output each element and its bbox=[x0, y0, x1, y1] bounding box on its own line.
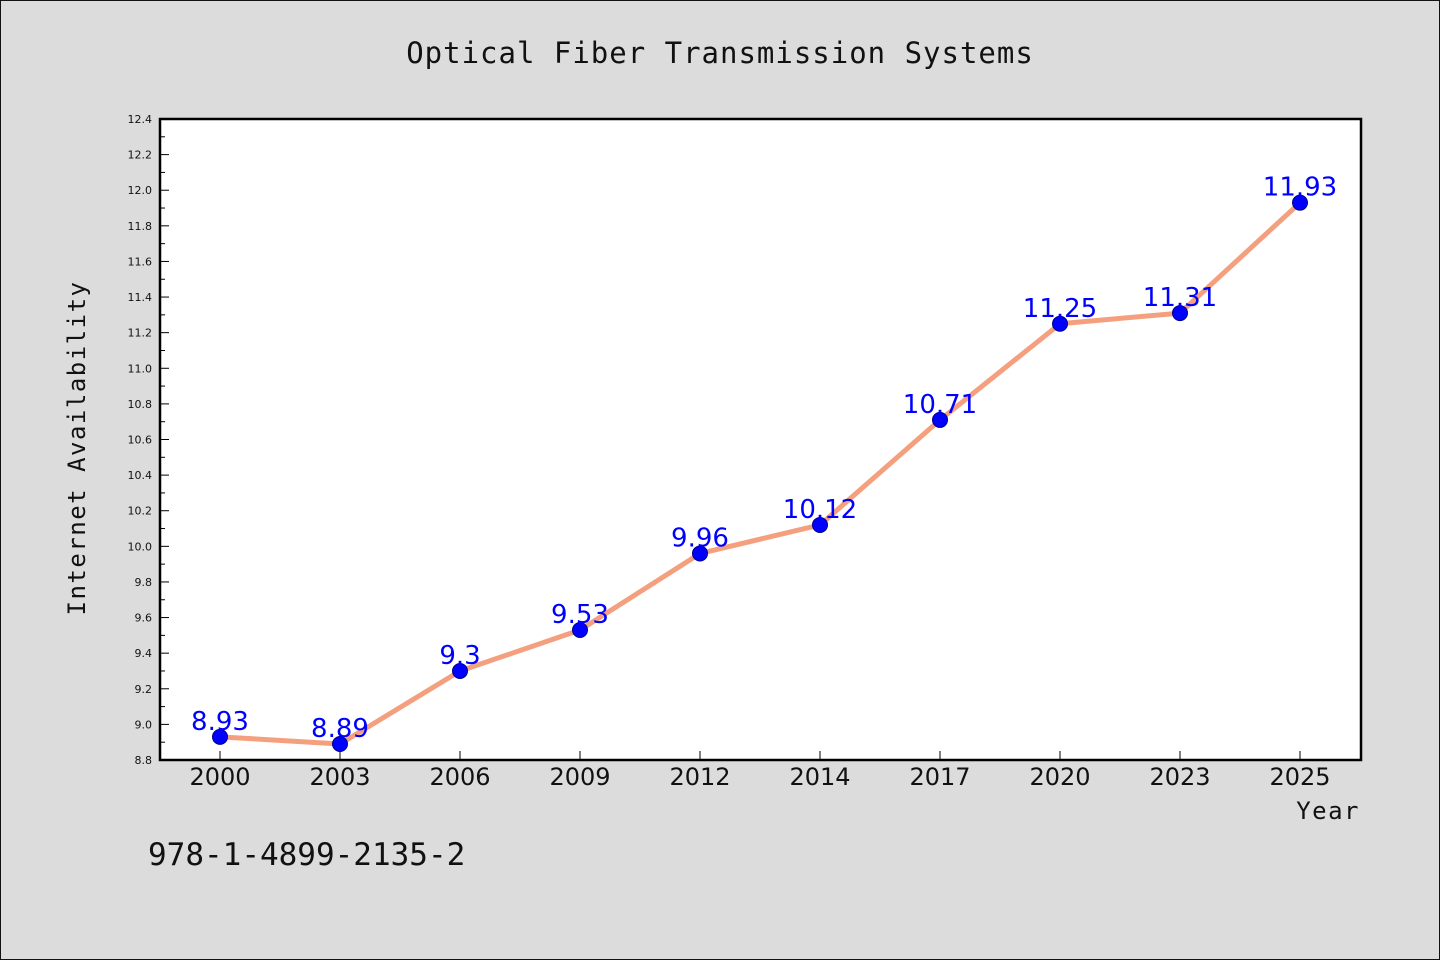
data-label: 8.89 bbox=[311, 714, 369, 744]
data-point bbox=[332, 735, 348, 752]
y-tick-label: 12.2 bbox=[128, 149, 153, 162]
series-line bbox=[217, 200, 1303, 747]
data-label: 10.71 bbox=[903, 390, 977, 420]
data-point bbox=[692, 545, 708, 562]
y-tick-label: 9.0 bbox=[135, 718, 153, 731]
x-tick-label: 2003 bbox=[309, 763, 370, 791]
data-label: 9.3 bbox=[439, 641, 480, 671]
plot-area bbox=[158, 117, 1363, 762]
x-tick-label: 2025 bbox=[1269, 763, 1330, 791]
data-label: 11.25 bbox=[1023, 294, 1097, 324]
data-point bbox=[932, 411, 948, 428]
data-point bbox=[452, 662, 468, 679]
chart-title: Optical Fiber Transmission Systems bbox=[406, 36, 1034, 70]
data-label: 11.93 bbox=[1263, 173, 1337, 203]
y-axis-label: Internet Availability bbox=[63, 281, 91, 616]
x-tick-label: 2009 bbox=[549, 763, 610, 791]
isbn-text: 978-1-4899-2135-2 bbox=[148, 837, 465, 873]
y-tick-label: 12.0 bbox=[128, 184, 153, 197]
data-point bbox=[572, 622, 588, 639]
data-label: 11.31 bbox=[1143, 283, 1217, 313]
y-tick-label: 10.4 bbox=[128, 469, 153, 482]
data-point bbox=[1052, 315, 1068, 332]
y-tick-label: 11.2 bbox=[128, 327, 153, 340]
y-tick-label: 9.2 bbox=[135, 683, 153, 696]
data-label: 8.93 bbox=[191, 707, 249, 737]
x-axis-label: Year bbox=[1296, 797, 1360, 825]
y-tick-label: 10.8 bbox=[128, 398, 153, 411]
data-label: 9.96 bbox=[671, 523, 729, 553]
y-axis: 8.8 9.0 9.2 9.4 9.6 9.8 10.0 10.2 10.4 10.6 10.8 11… bbox=[128, 113, 169, 767]
x-tick-label: 2017 bbox=[909, 763, 970, 791]
y-tick-label: 10.6 bbox=[128, 434, 153, 447]
y-tick-label: 9.8 bbox=[135, 576, 153, 589]
x-axis: 2000 2003 2006 2009 2012 2014 2017 2020 2023 2025 bbox=[189, 751, 1331, 791]
data-point bbox=[812, 516, 828, 533]
y-tick-label: 10.2 bbox=[128, 505, 153, 518]
x-tick-label: 2014 bbox=[789, 763, 850, 791]
x-tick-label: 2023 bbox=[1149, 763, 1210, 791]
y-tick-label: 11.6 bbox=[128, 255, 153, 268]
series-layer: 8.93 8.89 9.3 9.53 9.96 10.12 10.71 11.25 11.31 1… bbox=[191, 173, 1337, 752]
x-tick-label: 2000 bbox=[189, 763, 250, 791]
y-tick-label: 12.4 bbox=[128, 113, 153, 126]
y-tick-label: 11.8 bbox=[128, 220, 153, 233]
y-tick-label: 9.4 bbox=[135, 647, 153, 660]
y-tick-label: 11.4 bbox=[128, 291, 153, 304]
x-tick-label: 2006 bbox=[429, 763, 490, 791]
y-tick-label: 8.8 bbox=[135, 754, 153, 767]
data-label: 9.53 bbox=[551, 600, 609, 630]
y-tick-label: 11.0 bbox=[128, 362, 153, 375]
y-tick-label: 9.6 bbox=[135, 612, 153, 625]
data-point bbox=[212, 728, 228, 745]
data-label: 10.12 bbox=[783, 495, 857, 525]
x-tick-label: 2020 bbox=[1029, 763, 1090, 791]
x-tick-label: 2012 bbox=[669, 763, 730, 791]
y-tick-label: 10.0 bbox=[128, 540, 153, 553]
data-point bbox=[1292, 194, 1308, 211]
data-point bbox=[1172, 305, 1188, 322]
